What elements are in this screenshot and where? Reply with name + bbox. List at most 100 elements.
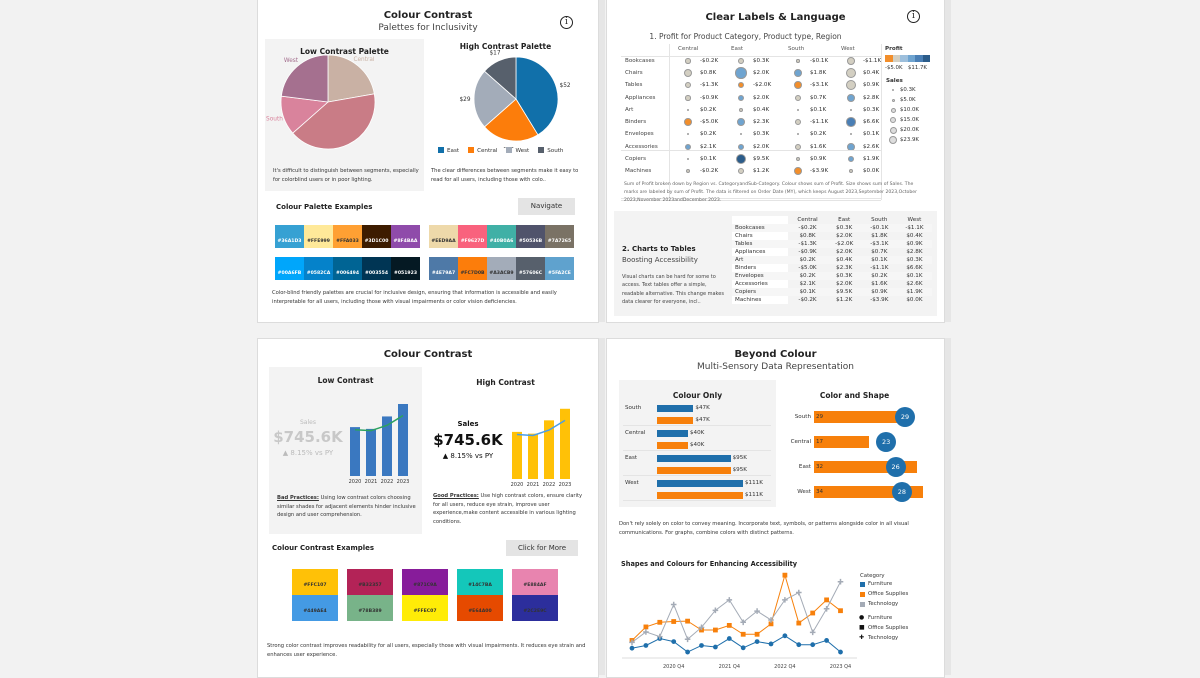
profit-dot	[737, 118, 745, 126]
point-furniture	[740, 645, 746, 651]
contrast-swatch: #2C2E9C	[512, 595, 558, 621]
tick-label: 2022 Q4	[774, 664, 795, 670]
table-cell: -$1.3K	[788, 240, 827, 248]
scrollbar[interactable]	[945, 338, 951, 675]
pie-label: South	[266, 117, 283, 123]
profit-dot	[794, 94, 801, 101]
palette-swatch: #40B0A6	[487, 225, 516, 248]
trend-line	[516, 419, 566, 437]
row-label: Bookcases	[625, 58, 655, 64]
pie-slice-south	[483, 56, 517, 100]
point-furniture	[796, 642, 802, 648]
low-kpi-delta: ▲ 8.15% vs PY	[282, 449, 334, 457]
series-line	[631, 581, 841, 643]
point-furniture	[824, 638, 829, 643]
high-kpi-value: $745.6K	[433, 431, 503, 449]
divider	[623, 450, 771, 451]
point-office-supplies	[768, 621, 774, 627]
profit-dot	[735, 67, 747, 79]
palette-footer: Color-blind friendly palettes are crucia…	[272, 290, 557, 305]
table-row: Accessories $2.1K $2.0K $1.6K $2.6K	[732, 280, 932, 288]
low-title: Low Contrast	[317, 376, 374, 385]
profit-dot	[794, 167, 802, 175]
point-office-supplies	[754, 631, 760, 637]
bar	[350, 427, 360, 476]
navigate-button[interactable]: Navigate	[518, 198, 575, 215]
profit-dot	[847, 155, 854, 162]
profit-value: $2.0K	[753, 144, 770, 150]
contrast-swatch: #E884AF	[512, 569, 558, 595]
point-technology	[768, 617, 774, 623]
legend-item: South	[538, 147, 563, 154]
divider	[621, 56, 881, 57]
table-row: Copiers $0.1K $9.5K $0.9K $1.9K	[732, 288, 932, 296]
table-cell: $9.5K	[826, 288, 862, 296]
profit-value: $2.0K	[753, 95, 770, 101]
table-row: Binders -$5.0K $2.3K -$1.1K $6.6K	[732, 264, 932, 272]
scrollbar[interactable]	[599, 338, 605, 675]
bar	[657, 442, 688, 449]
palette-swatch: #003554	[362, 257, 391, 280]
bar-label: $40K	[689, 442, 705, 448]
column-header: East	[838, 217, 851, 223]
year-label: 2022	[543, 482, 556, 488]
year-label: 2023	[559, 482, 572, 488]
info-icon[interactable]: i	[907, 10, 920, 23]
table-subtitle: Boosting Accessibility	[622, 256, 698, 264]
legend-swatch	[438, 147, 444, 153]
palette-swatch: #3D1C00	[362, 225, 391, 248]
row-label: Copiers	[732, 288, 789, 296]
bar	[657, 492, 743, 499]
row-label: Chairs	[625, 70, 643, 76]
contrast-swatch: #78B389	[347, 595, 393, 621]
legend-label: Office Supplies	[868, 591, 909, 597]
legend-shape-icon: ✚	[859, 634, 865, 641]
table-cell: $0.3K	[826, 272, 862, 280]
legend-item: West	[506, 147, 529, 154]
table-row: Art $0.2K $0.4K $0.1K $0.3K	[732, 256, 932, 264]
circle-marker: 23	[876, 432, 897, 452]
legend-swatch	[860, 592, 865, 597]
palette-swatch: #5FA2CE	[545, 257, 574, 280]
palette-examples-title: Colour Palette Examples	[276, 203, 373, 211]
table-cell: $6.6K	[906, 265, 923, 271]
point-technology	[782, 597, 788, 603]
legend-swatch	[860, 602, 865, 607]
point-office-supplies	[685, 618, 690, 624]
point-office-supplies	[810, 610, 816, 616]
profit-value: $0.4K	[863, 70, 880, 76]
scrollbar[interactable]	[945, 0, 951, 322]
profit-dot	[795, 156, 801, 162]
divider	[881, 44, 882, 200]
beyond-colour-text: Don't rely solely on color to convey mea…	[619, 521, 909, 536]
click-for-more-button[interactable]: Click for More	[506, 540, 578, 556]
profit-dot	[847, 57, 855, 65]
legend-title: Category	[860, 573, 885, 579]
table-cell: $0.4K	[906, 233, 923, 239]
legend-swatch	[860, 582, 865, 587]
divider	[621, 198, 881, 199]
contrast-swatch: #871C9A	[402, 569, 448, 595]
gradient-step	[892, 55, 900, 62]
gradient-step	[885, 55, 893, 62]
scrollbar[interactable]	[599, 0, 605, 322]
circle-marker: 26	[885, 457, 906, 477]
table-cell: -$1.1K	[870, 265, 889, 271]
bar-label: $111K	[745, 492, 763, 498]
profit-value: $1.8K	[810, 70, 827, 76]
point-office-supplies	[671, 619, 677, 624]
table-cell: -$5.0K	[798, 265, 817, 271]
info-icon[interactable]: i	[560, 16, 573, 29]
table-cell: -$2.0K	[826, 240, 862, 248]
palette-swatch: #4E79A7	[429, 257, 458, 280]
pie-slice-west	[473, 70, 517, 128]
profit-dot	[684, 143, 692, 151]
high-contrast-bar-chart: 2020 2021 2022 2023	[511, 408, 572, 488]
profit-value: $1.2K	[753, 168, 770, 174]
palette-swatch: #50536B	[516, 225, 545, 248]
profit-value: $2.1K	[700, 144, 717, 150]
bar-label: $40K	[689, 430, 705, 436]
legend-label: Central	[477, 148, 498, 154]
point-technology	[823, 605, 830, 612]
